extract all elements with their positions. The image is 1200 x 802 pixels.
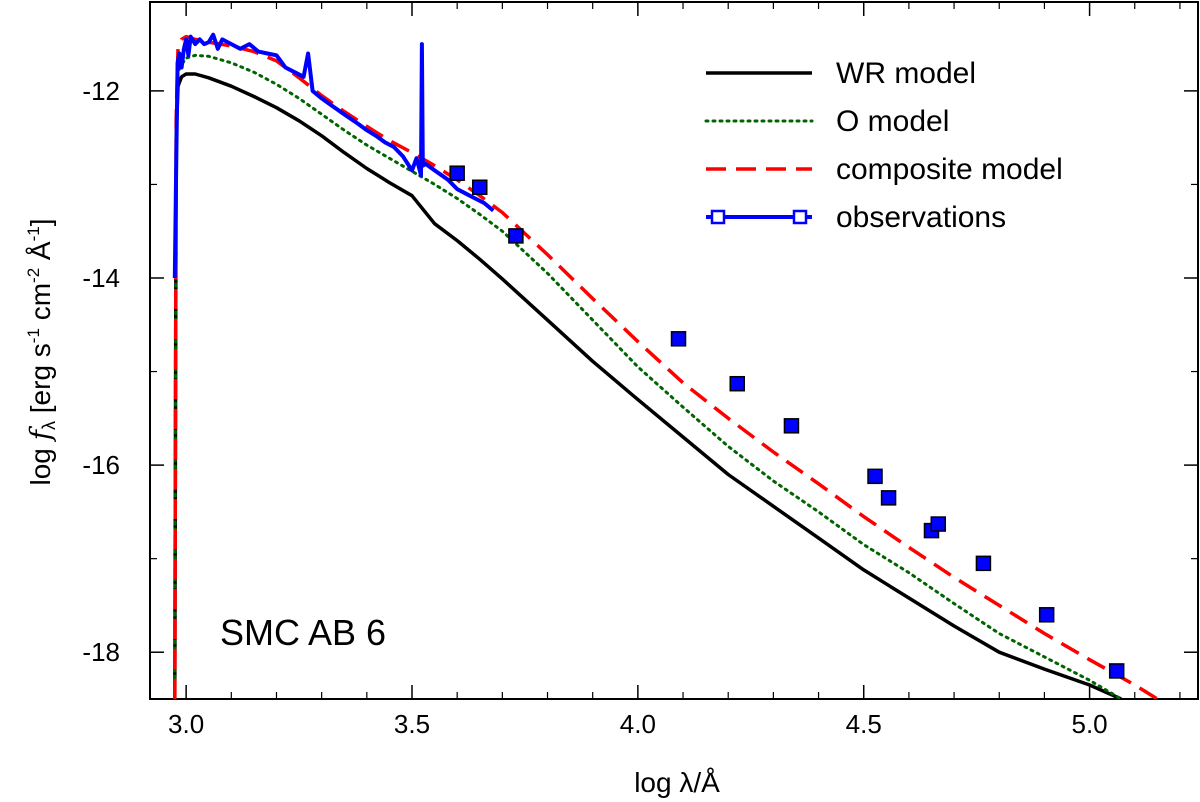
y-axis-title-exp1: -1 (24, 328, 43, 343)
legend: WR model O model composite model observatio… (704, 57, 1063, 234)
y-axis-title-angstrom: Å (25, 241, 56, 268)
observation-point (930, 516, 947, 532)
observation-point (472, 179, 488, 195)
observation-point (975, 555, 992, 572)
series-layer (172, 32, 1159, 699)
x-tick-label: 3.5 (394, 709, 430, 739)
y-axis-title: log fλ [erg s-1 cm-2 Å-1] (24, 218, 59, 485)
observation-point (1108, 663, 1125, 679)
observation-point (729, 375, 745, 392)
y-axis-title-bracket: [erg s (25, 343, 56, 421)
y-axis-title-prefix: log (25, 440, 56, 485)
y-axis-title-cm: cm (25, 283, 56, 328)
observation-point (670, 331, 687, 347)
y-tick-label: -14 (82, 263, 120, 293)
y-tick-label: -18 (82, 637, 120, 667)
observation-point (880, 490, 897, 506)
y-axis-title-sub: λ (39, 421, 59, 430)
observation-point (867, 468, 883, 485)
series-observations-line (172, 32, 495, 279)
axis-tick-labels: 3.0 3.5 4.0 4.5 5.0 -12 -14 -16 -18 (82, 76, 1107, 739)
observation-point (508, 228, 524, 244)
observation-point (1038, 607, 1055, 623)
observation-point (783, 418, 800, 434)
series-wr-model-line (173, 72, 1122, 699)
legend-label: O model (836, 105, 949, 138)
x-tick-label: 5.0 (1072, 709, 1108, 739)
legend-label: composite model (836, 153, 1063, 186)
x-tick-label: 4.5 (846, 709, 882, 739)
observation-point (449, 165, 465, 181)
legend-marker (710, 209, 726, 225)
x-axis-title: log λ/Å (634, 767, 720, 798)
legend-label: WR model (836, 57, 976, 90)
legend-label: observations (836, 201, 1006, 234)
series-o-model-line (173, 53, 1123, 699)
x-tick-label: 3.0 (168, 709, 204, 739)
y-tick-label: -16 (82, 450, 120, 480)
axis-ticks (150, 2, 1198, 699)
y-axis-title-exp3: -1 (24, 226, 43, 241)
y-axis-title-exp2: -2 (24, 268, 43, 283)
legend-marker (792, 209, 808, 225)
annotation-label: SMC AB 6 (220, 612, 386, 653)
plot-frame (149, 1, 1199, 700)
x-tick-label: 4.0 (620, 709, 656, 739)
y-axis-title-close: ] (25, 218, 56, 226)
y-tick-label: -12 (82, 76, 120, 106)
